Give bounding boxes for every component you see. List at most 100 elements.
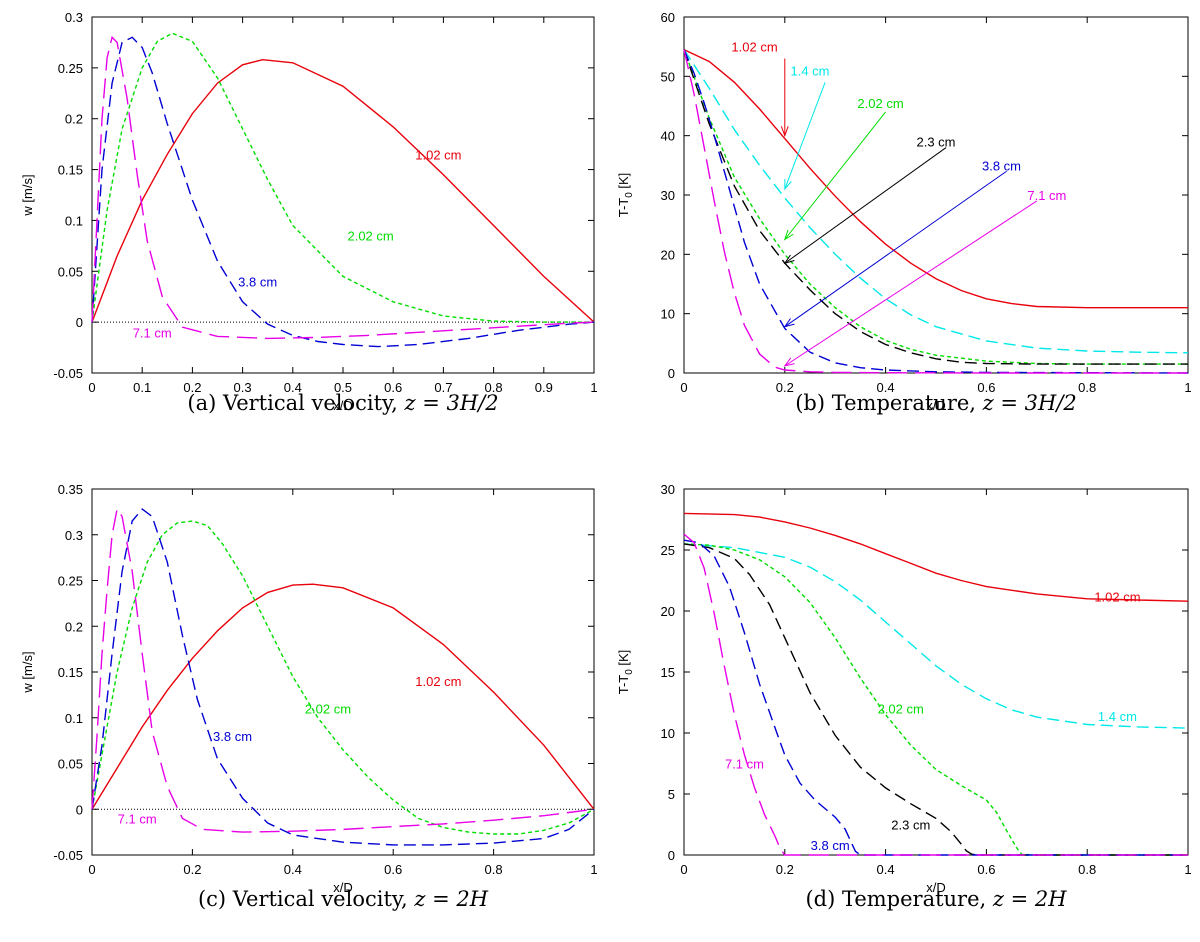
series-arrow	[784, 200, 1038, 367]
x-tick-label: 0.8	[1078, 862, 1096, 877]
series-label: 3.8 cm	[238, 274, 277, 289]
x-tick-label: 0.6	[977, 380, 995, 395]
y-tick-label: 0	[76, 802, 83, 817]
x-tick-label: 0.2	[183, 380, 201, 395]
plot-frame	[91, 16, 595, 374]
y-tick-label: 30	[661, 482, 675, 497]
caption-text: (c) Vertical velocity,	[198, 887, 414, 911]
y-axis-label: T-T0 [K]	[616, 173, 635, 218]
series-line-1-4-cm	[683, 49, 1189, 354]
y-tick-label: 0.3	[65, 10, 83, 25]
x-tick-label: 0.4	[284, 862, 302, 877]
panel-caption: (d) Temperature, z = 2H	[805, 887, 1067, 911]
x-tick-label: 0.9	[535, 380, 553, 395]
panel-a: 0 0.1 0.2 0.3 0.4 0.5 0.6 0.7 0.8 0.9 1 -0.05 0 0.05 0…	[20, 10, 598, 415]
y-tick-label: 0.15	[58, 665, 83, 680]
caption-math: z = 2H	[992, 887, 1067, 911]
series-line-2-02-cm	[91, 32, 594, 323]
y-tick-label: 0.35	[58, 482, 83, 497]
series-label: 2.02 cm	[878, 702, 924, 717]
x-tick-label: 0.8	[1078, 380, 1096, 395]
series-line-3-8-cm	[683, 49, 1189, 374]
x-tick-label: 0.1	[133, 380, 151, 395]
series-arrow	[784, 82, 826, 190]
series-label: 2.02 cm	[305, 702, 351, 717]
x-tick-label: 1	[1184, 380, 1191, 395]
series-label: 7.1 cm	[118, 811, 157, 826]
series-line-1-02-cm	[91, 58, 595, 323]
y-tick-label: 0.25	[58, 61, 83, 76]
plot-frame	[683, 488, 1189, 856]
series-line-7-1-cm	[91, 35, 595, 340]
y-axis-label-sub: 0	[624, 192, 635, 198]
series-arrow-head	[783, 318, 795, 328]
x-axis-label: x/D	[926, 880, 946, 895]
x-tick-label: 0	[680, 380, 687, 395]
series-line-3-8-cm	[91, 508, 595, 846]
series-arrow-head	[783, 229, 794, 241]
y-tick-label: 0.2	[65, 112, 83, 127]
x-tick-label: 0	[88, 380, 95, 395]
y-axis-label-main: T-T	[616, 675, 631, 695]
series-line-3-8-cm	[683, 539, 1188, 856]
panel-caption: (b) Temperature, z = 3H/2	[795, 391, 1077, 415]
x-tick-label: 0.4	[877, 862, 895, 877]
series-arrow	[784, 170, 1007, 328]
series-label: 3.8 cm	[213, 729, 252, 744]
y-tick-label: 0.05	[58, 264, 83, 279]
x-tick-label: 1	[590, 862, 597, 877]
series-line-2-02-cm	[91, 520, 595, 835]
caption-math: z = 3H/2	[403, 391, 498, 415]
x-tick-label: 0.4	[284, 380, 302, 395]
x-tick-label: 0.6	[977, 862, 995, 877]
y-tick-label: -0.05	[53, 366, 83, 381]
series-line-2-3-cm	[683, 543, 1188, 856]
y-tick-label: 0.3	[65, 528, 83, 543]
series-label: 3.8 cm	[811, 838, 850, 853]
series-label: 7.1 cm	[133, 325, 172, 340]
y-tick-label: 10	[661, 307, 675, 322]
y-tick-label: 20	[661, 247, 675, 262]
series-line-7-1-cm	[683, 533, 1188, 856]
caption-text: (d) Temperature,	[805, 887, 992, 911]
series-label: 2.02 cm	[347, 229, 393, 244]
caption-text: (a) Vertical velocity,	[187, 391, 404, 415]
x-axis-label: x/D	[926, 398, 946, 413]
x-tick-label: 0.4	[877, 380, 895, 395]
y-tick-label: 0.15	[58, 163, 83, 178]
series-label: 2.3 cm	[916, 135, 955, 150]
series-label: 1.02 cm	[415, 674, 461, 689]
y-tick-label: 0	[668, 366, 675, 381]
y-axis-label: w [m/s]	[20, 651, 35, 693]
y-tick-label: 30	[661, 188, 675, 203]
y-tick-label: -0.05	[53, 848, 83, 863]
series-label: 1.4 cm	[1098, 709, 1137, 724]
x-tick-label: 0.5	[334, 380, 352, 395]
series-label: 3.8 cm	[982, 158, 1021, 173]
panel-caption: (c) Vertical velocity, z = 2H	[198, 887, 489, 911]
caption-text: (b) Temperature,	[795, 391, 982, 415]
panel-c: 0 0.2 0.4 0.6 0.8 1 -0.05 0 0.05 0.1 0.15 0.2 0.25 0.…	[20, 482, 598, 911]
y-tick-label: 0.1	[65, 711, 83, 726]
series-label: 2.3 cm	[891, 818, 930, 833]
series-line-7-1-cm	[683, 49, 1188, 374]
y-tick-label: 0.2	[65, 619, 83, 634]
y-axis-label: w [m/s]	[20, 174, 35, 216]
x-tick-label: 0.6	[384, 862, 402, 877]
x-tick-label: 1	[1184, 862, 1191, 877]
series-line-2-02-cm	[683, 49, 1188, 365]
x-tick-label: 0	[680, 862, 687, 877]
y-tick-label: 0.25	[58, 574, 83, 589]
y-tick-label: 0.05	[58, 757, 83, 772]
x-tick-label: 0.8	[485, 380, 503, 395]
x-tick-label: 0.3	[234, 380, 252, 395]
x-axis-label: x/D	[333, 880, 353, 895]
y-axis-label: T-T0 [K]	[616, 650, 635, 695]
y-tick-label: 40	[661, 129, 675, 144]
caption-math: z = 2H	[413, 887, 488, 911]
x-tick-label: 0.6	[384, 380, 402, 395]
y-tick-label: 60	[661, 10, 675, 25]
series-arrow-head	[783, 254, 795, 265]
